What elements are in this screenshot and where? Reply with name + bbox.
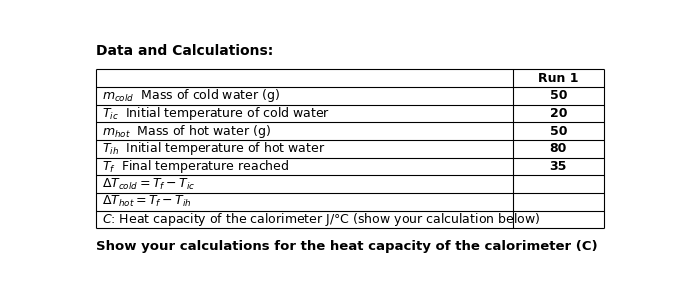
Text: $m_{\mathit{hot}}$  Mass of hot water (g): $m_{\mathit{hot}}$ Mass of hot water (g) <box>102 123 271 140</box>
Text: 80: 80 <box>549 142 567 155</box>
Text: Data and Calculations:: Data and Calculations: <box>95 43 273 57</box>
Text: Show your calculations for the heat capacity of the calorimeter (C): Show your calculations for the heat capa… <box>95 240 597 253</box>
Text: $\Delta T_{\mathit{cold}} = T_f - T_{ic}$: $\Delta T_{\mathit{cold}} = T_f - T_{ic}… <box>102 177 195 192</box>
Text: 35: 35 <box>549 160 567 173</box>
Text: 20: 20 <box>549 107 567 120</box>
Text: $C$: Heat capacity of the calorimeter J/°C (show your calculation below): $C$: Heat capacity of the calorimeter J/… <box>102 211 540 228</box>
Text: $T_f$  Final temperature reached: $T_f$ Final temperature reached <box>102 158 289 175</box>
Text: $T_{\mathit{ic}}$  Initial temperature of cold water: $T_{\mathit{ic}}$ Initial temperature of… <box>102 105 330 122</box>
Text: $T_{\mathit{ih}}$  Initial temperature of hot water: $T_{\mathit{ih}}$ Initial temperature of… <box>102 140 325 157</box>
Text: 50: 50 <box>549 89 567 102</box>
Text: $\Delta T_{\mathit{hot}} = T_f - T_{ih}$: $\Delta T_{\mathit{hot}} = T_f - T_{ih}$ <box>102 194 192 209</box>
Text: Run 1: Run 1 <box>538 72 579 85</box>
Text: 50: 50 <box>549 125 567 138</box>
Text: $m_{\mathit{cold}}$  Mass of cold water (g): $m_{\mathit{cold}}$ Mass of cold water (… <box>102 87 280 104</box>
